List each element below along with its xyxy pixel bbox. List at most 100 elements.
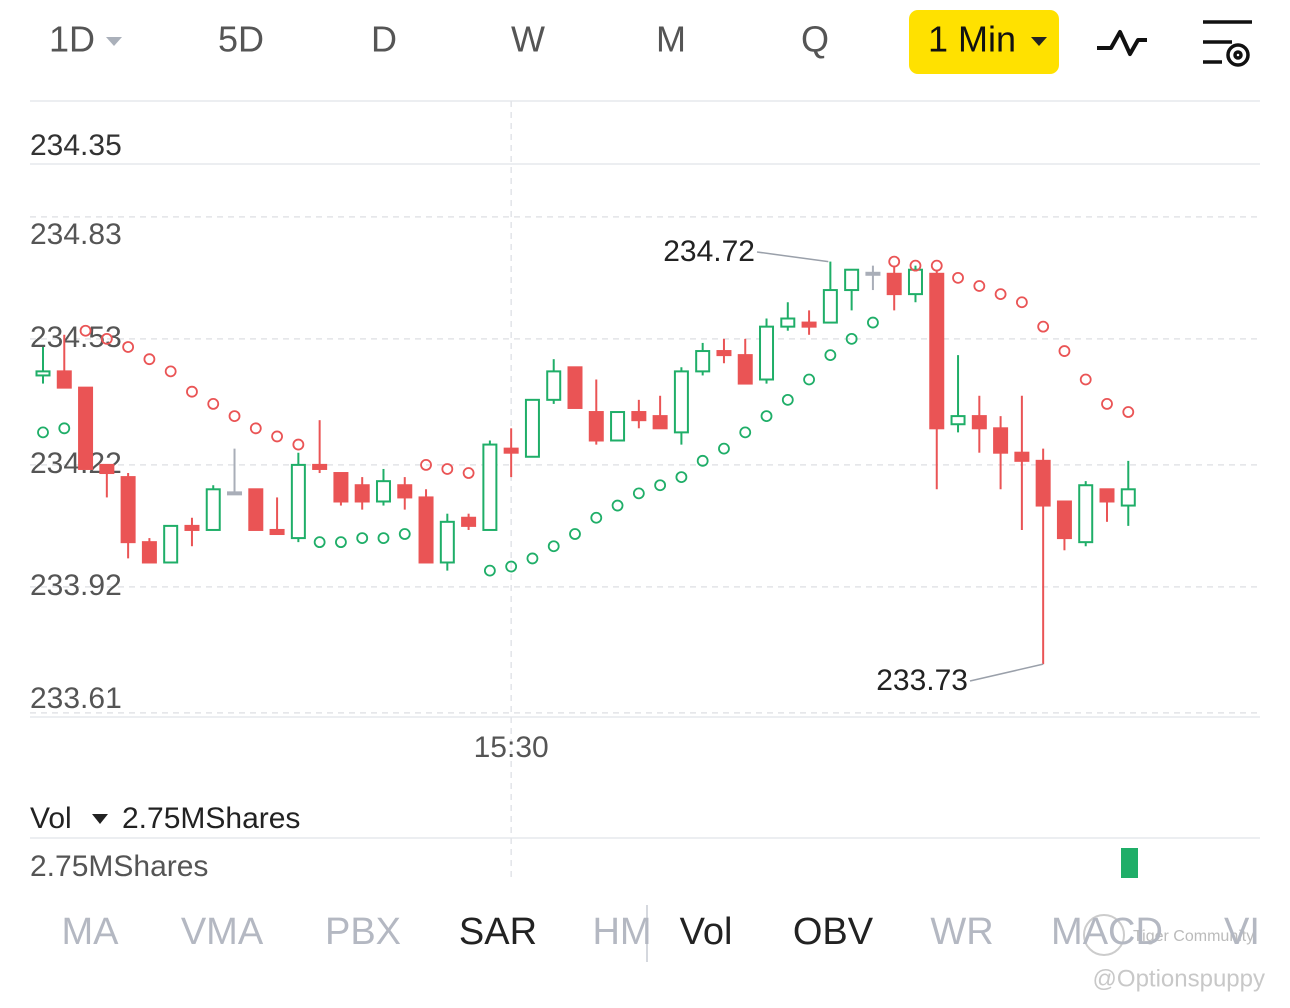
sar-dot — [441, 463, 454, 475]
candle-body — [482, 443, 498, 531]
indicator-tab[interactable]: OBV — [793, 911, 874, 953]
indicator-tab[interactable]: WR — [930, 911, 993, 953]
candle-body — [163, 524, 179, 564]
sar-dot — [1058, 345, 1071, 357]
sar-dot — [186, 385, 198, 398]
indicator-tab[interactable]: Vol — [680, 911, 733, 953]
annotation-line — [756, 251, 829, 263]
sar-dot — [58, 422, 71, 435]
indicator-tab[interactable]: HM — [592, 911, 651, 953]
volume-bar — [1121, 848, 1138, 878]
candle-body — [886, 272, 902, 296]
watermark: Tiger Community — [1133, 928, 1254, 945]
sar-dot — [781, 393, 794, 406]
candle-body — [1056, 500, 1072, 540]
sar-dot — [973, 280, 986, 292]
candle-body — [99, 463, 115, 475]
sar-dot — [100, 332, 113, 345]
sar-dot — [122, 341, 135, 353]
dropdown-arrow[interactable] — [92, 814, 108, 824]
candle-body — [184, 524, 200, 531]
annotation-line — [969, 663, 1044, 682]
sar-dot — [398, 528, 411, 540]
low-annotation: 233.73 — [876, 664, 968, 697]
indicator-tab[interactable]: VI — [1224, 911, 1260, 953]
sar-dot — [1101, 398, 1113, 410]
sar-dot — [1122, 406, 1135, 418]
sar-dot — [994, 288, 1007, 301]
sar-dot — [420, 458, 432, 471]
candle-body — [375, 480, 391, 503]
candle-body — [865, 271, 881, 276]
candle-body — [695, 350, 711, 373]
candle-body — [503, 447, 519, 454]
sar-dot — [952, 271, 964, 284]
volume-axis-label: 2.75MShares — [30, 850, 208, 883]
sar-dot — [654, 479, 667, 492]
sar-dot — [867, 316, 879, 329]
sar-dot — [718, 442, 730, 455]
candle-body — [312, 463, 328, 470]
sar-dot — [888, 255, 901, 268]
sar-dot — [335, 536, 347, 549]
time-tab[interactable]: Q — [801, 19, 829, 60]
candle-body — [588, 411, 604, 442]
indicator-tab[interactable]: VMA — [181, 911, 264, 953]
candle-body — [610, 411, 626, 442]
candle-body — [907, 268, 923, 296]
candle-body — [227, 491, 243, 496]
time-tab[interactable]: 1 Min — [928, 19, 1016, 60]
y-tick-label: 234.53 — [30, 321, 122, 354]
indicator-tab[interactable]: MACD — [1051, 911, 1163, 953]
candle-body — [971, 415, 987, 430]
candle-body — [716, 350, 732, 357]
sar-dot — [356, 532, 369, 544]
candle-body — [439, 520, 455, 564]
settings-icon[interactable] — [1203, 20, 1252, 67]
candle-body — [141, 541, 157, 564]
y-tick-label: 234.83 — [30, 218, 122, 251]
tab-mask — [649, 900, 657, 965]
time-tab[interactable]: 1D — [49, 19, 95, 60]
candle-body — [35, 370, 51, 377]
tab-mask — [1260, 900, 1290, 965]
sar-dot — [803, 373, 815, 386]
sar-dot — [632, 487, 645, 500]
indicator-tab[interactable]: MA — [62, 911, 120, 953]
time-tab[interactable]: D — [371, 19, 397, 60]
indicator-tab[interactable]: PBX — [325, 911, 401, 953]
candle-body — [461, 516, 477, 527]
candle-body — [397, 484, 413, 499]
x-tick-label: 15:30 — [474, 731, 549, 764]
sar-dot — [845, 332, 858, 345]
candle-body — [333, 472, 349, 503]
candle-body — [120, 476, 136, 544]
sar-dot — [37, 426, 49, 439]
candle-body — [652, 415, 668, 430]
candle-body — [1035, 459, 1051, 507]
active-tab-bg — [909, 10, 1059, 74]
sar-dot — [739, 426, 752, 439]
volume-label[interactable]: Vol — [30, 802, 72, 835]
candle-body — [418, 496, 434, 564]
indicator-tab[interactable]: SAR — [459, 911, 537, 953]
candle-body — [844, 268, 860, 292]
sar-dot — [1037, 320, 1050, 333]
y-tick-label: 233.61 — [30, 682, 122, 715]
sar-dot — [1015, 296, 1028, 309]
candle-body — [248, 488, 264, 531]
indicator-icon[interactable] — [1097, 30, 1147, 56]
candle-body — [1078, 484, 1094, 544]
dropdown-arrow[interactable] — [106, 37, 122, 46]
y-tick-label: 234.22 — [30, 447, 122, 480]
time-tab[interactable]: W — [511, 19, 545, 60]
candle-body — [759, 325, 775, 381]
candle-body — [737, 354, 753, 385]
time-tab[interactable]: M — [656, 19, 686, 60]
candle-body — [354, 484, 370, 503]
candle-body — [950, 415, 966, 426]
sar-dot — [569, 528, 581, 540]
dropdown-arrow[interactable] — [1031, 37, 1047, 46]
time-tab[interactable]: 5D — [218, 19, 264, 60]
